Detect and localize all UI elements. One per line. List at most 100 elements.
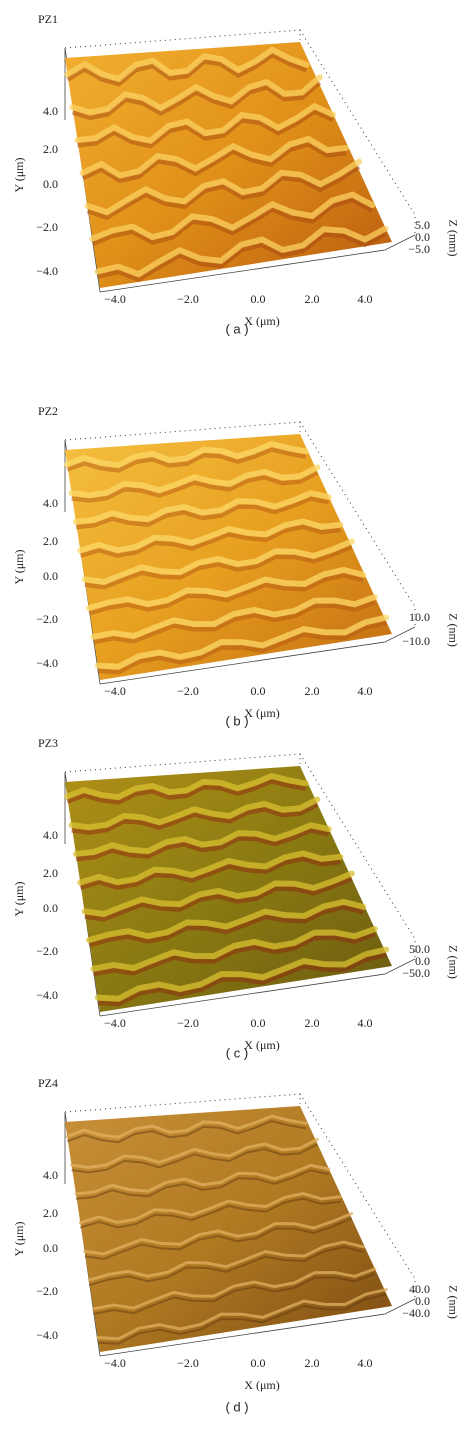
x-tick-label: 0.0: [251, 1356, 266, 1370]
x-tick-label: 0.0: [251, 1016, 266, 1030]
ridge-shadow: [91, 196, 374, 247]
ridge: [79, 135, 349, 179]
y-tick-label: 4.0: [43, 104, 58, 118]
panel-title: PZ2: [38, 404, 58, 418]
ridge: [81, 870, 355, 918]
caption: ( b ): [225, 713, 248, 728]
y-axis-label: Y (μm): [12, 158, 26, 193]
ridge: [83, 1212, 354, 1256]
x-tick-label: −2.0: [177, 292, 199, 306]
ridge-shadow: [97, 1293, 387, 1345]
ridge-shadow: [86, 164, 361, 221]
z-tick-label: 0.0: [415, 1294, 430, 1308]
caption: ( c ): [226, 1045, 248, 1060]
ridge-shadow: [88, 1245, 364, 1287]
ridge-shadow: [92, 931, 376, 977]
y-tick-label: 0.0: [43, 569, 58, 583]
y-tick-label: 2.0: [43, 866, 58, 880]
x-tick-label: −2.0: [177, 1356, 199, 1370]
ridge: [87, 1240, 365, 1282]
x-tick-label: 2.0: [305, 1356, 320, 1370]
box-back: [64, 421, 416, 627]
ridge: [84, 158, 363, 216]
panel: PZ2 Y (μm) 4.0 2.0 0.0 −2.0 −4.0 −4.0 −2.0 0.0 2.0…: [12, 404, 461, 729]
y-tick-label: −2.0: [36, 220, 58, 234]
x-tick-label: −2.0: [177, 684, 199, 698]
x-tick-label: 4.0: [358, 684, 373, 698]
panel: PZ3 Y (μm) 4.0 2.0 0.0 −2.0 −4.0 −4.0 −2.0 0.0 2.0…: [12, 736, 461, 1061]
ridge: [72, 822, 332, 857]
x-axis-label: X (μm): [244, 706, 279, 720]
ridge-shadow: [77, 108, 334, 149]
z-tick-label: 10.0: [409, 610, 430, 624]
box-back: [64, 29, 416, 235]
ridge-shadow: [80, 1197, 341, 1229]
ridge-shadow: [66, 1120, 306, 1144]
z-tick-label: −50.0: [402, 966, 430, 980]
y-tick-label: −2.0: [36, 944, 58, 958]
y-tick-label: 0.0: [43, 177, 58, 191]
z-tick-label: 5.0: [415, 218, 430, 232]
y-tick-label: 0.0: [43, 1241, 58, 1255]
ridge-shadow: [88, 904, 364, 948]
ridge-shadow: [79, 523, 341, 559]
ridge-shadow: [79, 855, 341, 891]
y-tick-label: −4.0: [36, 656, 58, 670]
y-tick-label: 4.0: [43, 1168, 58, 1182]
ridge: [90, 594, 378, 640]
y-tick-label: 2.0: [43, 142, 58, 156]
y-tick-label: 2.0: [43, 534, 58, 548]
box-back: [64, 753, 416, 959]
x-tick-label: −4.0: [104, 684, 126, 698]
y-axis-label: Y (μm): [12, 550, 26, 585]
ridge: [86, 566, 367, 612]
x-axis-label: X (μm): [244, 314, 279, 328]
x-axis-label: X (μm): [244, 1378, 279, 1392]
ridge: [74, 1163, 331, 1196]
x-tick-label: 4.0: [358, 1356, 373, 1370]
x-tick-label: 2.0: [305, 292, 320, 306]
x-tick-label: 4.0: [358, 1016, 373, 1030]
ridge: [90, 926, 378, 972]
z-tick-label: −10.0: [402, 634, 430, 648]
z-axis-label: Z (nm): [446, 613, 460, 647]
x-tick-label: 4.0: [358, 292, 373, 306]
ridge: [94, 946, 390, 1002]
panel: PZ4 Y (μm) 4.0 2.0 0.0 −2.0 −4.0 −4.0 −2.0 0.0 2.0…: [12, 1076, 461, 1415]
z-tick-label: 0.0: [415, 954, 430, 968]
ridge-shadow: [75, 827, 330, 862]
y-tick-label: −2.0: [36, 612, 58, 626]
x-tick-label: −2.0: [177, 1016, 199, 1030]
ridge: [81, 538, 355, 586]
ridge-shadow: [66, 52, 308, 87]
y-axis-label: Y (μm): [12, 1222, 26, 1257]
ridge: [94, 614, 390, 670]
ridge-shadow: [84, 1217, 353, 1261]
ridge: [72, 490, 332, 525]
ridge: [64, 440, 309, 469]
ridge-shadow: [71, 802, 319, 835]
ridge-shadow: [88, 572, 364, 616]
ridge-shadow: [75, 495, 330, 530]
ridge-shadow: [71, 80, 322, 121]
caption: ( d ): [225, 1399, 248, 1414]
panel-title: PZ1: [38, 12, 58, 26]
ridge-shadow: [97, 952, 387, 1007]
z-tick-label: −5.0: [408, 242, 430, 256]
y-tick-label: 4.0: [43, 828, 58, 842]
ridge-shadow: [97, 620, 387, 675]
x-tick-label: 2.0: [305, 684, 320, 698]
ridge: [69, 74, 323, 116]
x-tick-label: −4.0: [104, 292, 126, 306]
ridge: [89, 191, 376, 242]
ridge-shadow: [93, 1273, 376, 1315]
surface: [65, 1106, 392, 1352]
y-tick-label: −2.0: [36, 1284, 58, 1298]
ridge: [70, 1137, 319, 1169]
z-axis-label: Z (nm): [446, 945, 460, 979]
ridge: [68, 464, 321, 499]
x-tick-label: 0.0: [251, 292, 266, 306]
ridge: [74, 102, 336, 145]
